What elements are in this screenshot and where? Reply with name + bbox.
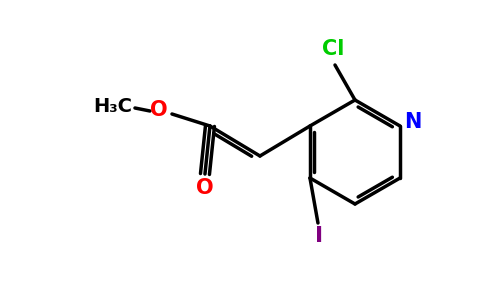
Text: O: O <box>150 100 168 120</box>
Text: H₃C: H₃C <box>93 98 133 116</box>
Text: I: I <box>315 226 323 246</box>
Text: Cl: Cl <box>322 39 344 59</box>
Text: O: O <box>196 178 214 198</box>
Text: N: N <box>404 112 422 132</box>
